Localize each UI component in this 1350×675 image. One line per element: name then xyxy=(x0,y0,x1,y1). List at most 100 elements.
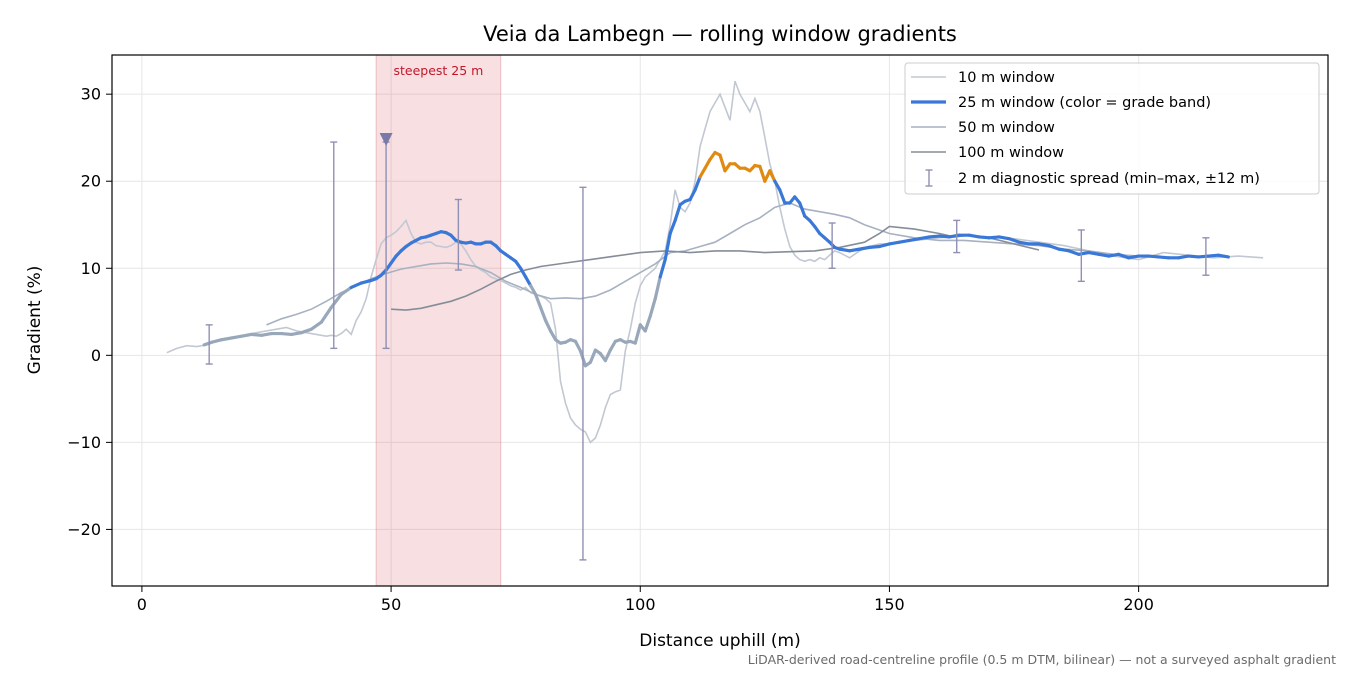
series-25m-segment xyxy=(877,242,892,249)
series-25m-segment xyxy=(768,169,777,183)
chart-title: Veia da Lambegn — rolling window gradien… xyxy=(483,22,957,46)
series-25m-segment xyxy=(897,238,911,244)
x-axis-ticks: 0 50 100 150 200 xyxy=(137,586,1154,614)
series-25m-segment xyxy=(867,244,882,249)
series-lines xyxy=(166,80,1264,444)
series-25m-segment xyxy=(927,234,941,239)
y-axis-label: Gradient (%) xyxy=(25,266,45,375)
y-tick-label: 0 xyxy=(91,346,101,365)
series-25m-segment xyxy=(917,235,931,241)
series-25m-segment xyxy=(688,188,697,202)
series-25m-segment xyxy=(838,247,852,253)
series-25m-segment xyxy=(608,339,617,352)
series-25m-segment xyxy=(524,275,533,288)
series-10m-line xyxy=(166,80,1264,444)
y-tick-label: 30 xyxy=(81,85,101,104)
series-25m-segment xyxy=(1216,253,1230,259)
series-25m-segment xyxy=(1117,252,1131,260)
series-25m-segment xyxy=(673,203,682,222)
series-25m-segment xyxy=(259,331,274,337)
series-25m-segment xyxy=(529,284,538,296)
plot-frame xyxy=(111,54,1329,587)
series-25m-segment xyxy=(648,297,657,318)
series-25m-segment xyxy=(210,338,224,344)
series-25m-segment xyxy=(349,281,363,290)
series-25m-segment xyxy=(987,235,1001,240)
series-25m-segment xyxy=(1107,252,1121,258)
series-25m-segment xyxy=(997,235,1011,241)
y-tick-label: −10 xyxy=(67,433,101,452)
series-25m-segment xyxy=(693,175,702,192)
y-axis-ticks: −20 −10 0 10 20 30 xyxy=(67,85,112,539)
series-25m-segment xyxy=(519,266,528,279)
series-25m-segment xyxy=(967,233,981,239)
series-25m-segment xyxy=(329,292,343,310)
y-tick-label: 20 xyxy=(81,172,101,191)
spread-bars xyxy=(205,132,1210,561)
footnote: LiDAR-derived road-centreline profile (0… xyxy=(748,652,1336,667)
series-25m-segment xyxy=(339,285,353,296)
legend-label: 50 m window xyxy=(958,120,1055,136)
series-100m-line xyxy=(391,225,1040,311)
y-tick-label: 10 xyxy=(81,259,101,278)
series-25m-segment xyxy=(937,234,951,239)
series-25m-segment xyxy=(230,334,244,340)
series-25m-segment xyxy=(947,233,961,239)
series-25m-segment xyxy=(1176,254,1191,260)
series-25m-segment xyxy=(1047,244,1061,251)
series-25m-segment xyxy=(220,336,234,342)
series-25m-segment xyxy=(773,179,782,192)
x-axis-label: Distance uphill (m) xyxy=(639,631,800,651)
series-25m-segment xyxy=(887,240,902,246)
legend: 10 m window 25 m window (color = grade ba… xyxy=(904,62,1320,195)
series-25m-segment xyxy=(643,314,652,333)
series-25m-segment xyxy=(658,257,667,279)
series-25m-segment xyxy=(249,332,264,337)
series-25m-segment xyxy=(1196,254,1210,259)
series-25m-segment xyxy=(289,331,303,337)
legend-label: 25 m window (color = grade band) xyxy=(958,95,1211,111)
series-25m-segment xyxy=(1067,249,1081,256)
series-25m-segment xyxy=(718,153,727,173)
series-50m-line xyxy=(266,202,1139,326)
y-tick-label: −20 xyxy=(67,520,101,539)
series-25m-segment xyxy=(1077,251,1091,256)
series-25m-segment xyxy=(698,166,707,179)
x-tick-label: 200 xyxy=(1123,595,1154,614)
x-tick-label: 50 xyxy=(381,595,401,614)
series-25m-segment xyxy=(299,327,313,335)
series-25m-segment xyxy=(758,164,767,183)
series-25m-segment xyxy=(573,339,583,353)
x-tick-label: 0 xyxy=(137,595,147,614)
series-25m-segment xyxy=(534,292,543,310)
series-25m-segment xyxy=(1146,254,1161,259)
series-25m-segment xyxy=(778,188,787,205)
series-25m-segment xyxy=(1127,254,1141,260)
series-25m-segment xyxy=(847,247,862,253)
steepest-region xyxy=(375,54,502,587)
series-25m-segment xyxy=(703,157,712,170)
legend-label: 2 m diagnostic spread (min–max, ±12 m) xyxy=(958,171,1260,187)
series-25m-segment xyxy=(857,245,872,251)
series-25m-segment xyxy=(653,275,662,301)
series-25m-segment xyxy=(603,348,612,363)
series-25m-segment xyxy=(907,237,921,243)
series-25m-segment xyxy=(588,348,598,364)
legend-box xyxy=(904,62,1320,195)
series-25m-segment xyxy=(1087,251,1101,256)
series-25m-segment xyxy=(538,305,548,323)
series-25m-segment xyxy=(1007,237,1021,244)
series-25m-segment xyxy=(663,231,672,262)
series-25m-segment xyxy=(239,332,254,338)
x-tick-label: 150 xyxy=(874,595,905,614)
legend-label: 100 m window xyxy=(958,145,1064,161)
series-25m-segment xyxy=(359,278,373,285)
steepest-marker xyxy=(379,132,393,146)
series-25m-segment xyxy=(1156,255,1171,260)
series-25m-segment xyxy=(1097,252,1111,258)
highlight-region: steepest 25 m xyxy=(375,54,502,587)
series-25m-segment xyxy=(319,305,333,324)
x-tick-label: 100 xyxy=(625,595,656,614)
series-25m-segment xyxy=(633,323,642,345)
